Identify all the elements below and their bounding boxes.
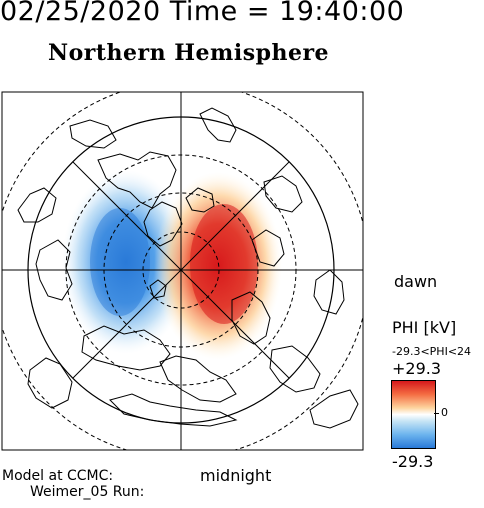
model-line: Model at CCMC: [2, 468, 114, 484]
potential-pattern [62, 170, 282, 360]
hemisphere-title: Northern Hemisphere [48, 40, 330, 66]
dusk-cell-core [190, 204, 258, 324]
colorbar-max-label: +29.3 [392, 359, 442, 378]
dawn-cell-core [90, 208, 150, 316]
timestamp-title: 02/25/2020 Time = 19:40:00 [0, 0, 405, 27]
colorbar-title: PHI [kV] [392, 318, 457, 337]
midnight-label: midnight [200, 466, 272, 485]
colorbar [391, 380, 436, 449]
colorbar-range: -29.3<PHI<24 [392, 345, 472, 358]
polar-map [1, 91, 364, 451]
colorbar-zero-label: 0 [441, 406, 448, 419]
colorbar-zero-tick [434, 413, 439, 414]
coastlines [17, 107, 359, 429]
dawn-label: dawn [394, 272, 438, 291]
map-frame [1, 91, 364, 451]
run-line: Weimer_05 Run: [30, 484, 145, 500]
colorbar-min-label: -29.3 [392, 452, 434, 471]
